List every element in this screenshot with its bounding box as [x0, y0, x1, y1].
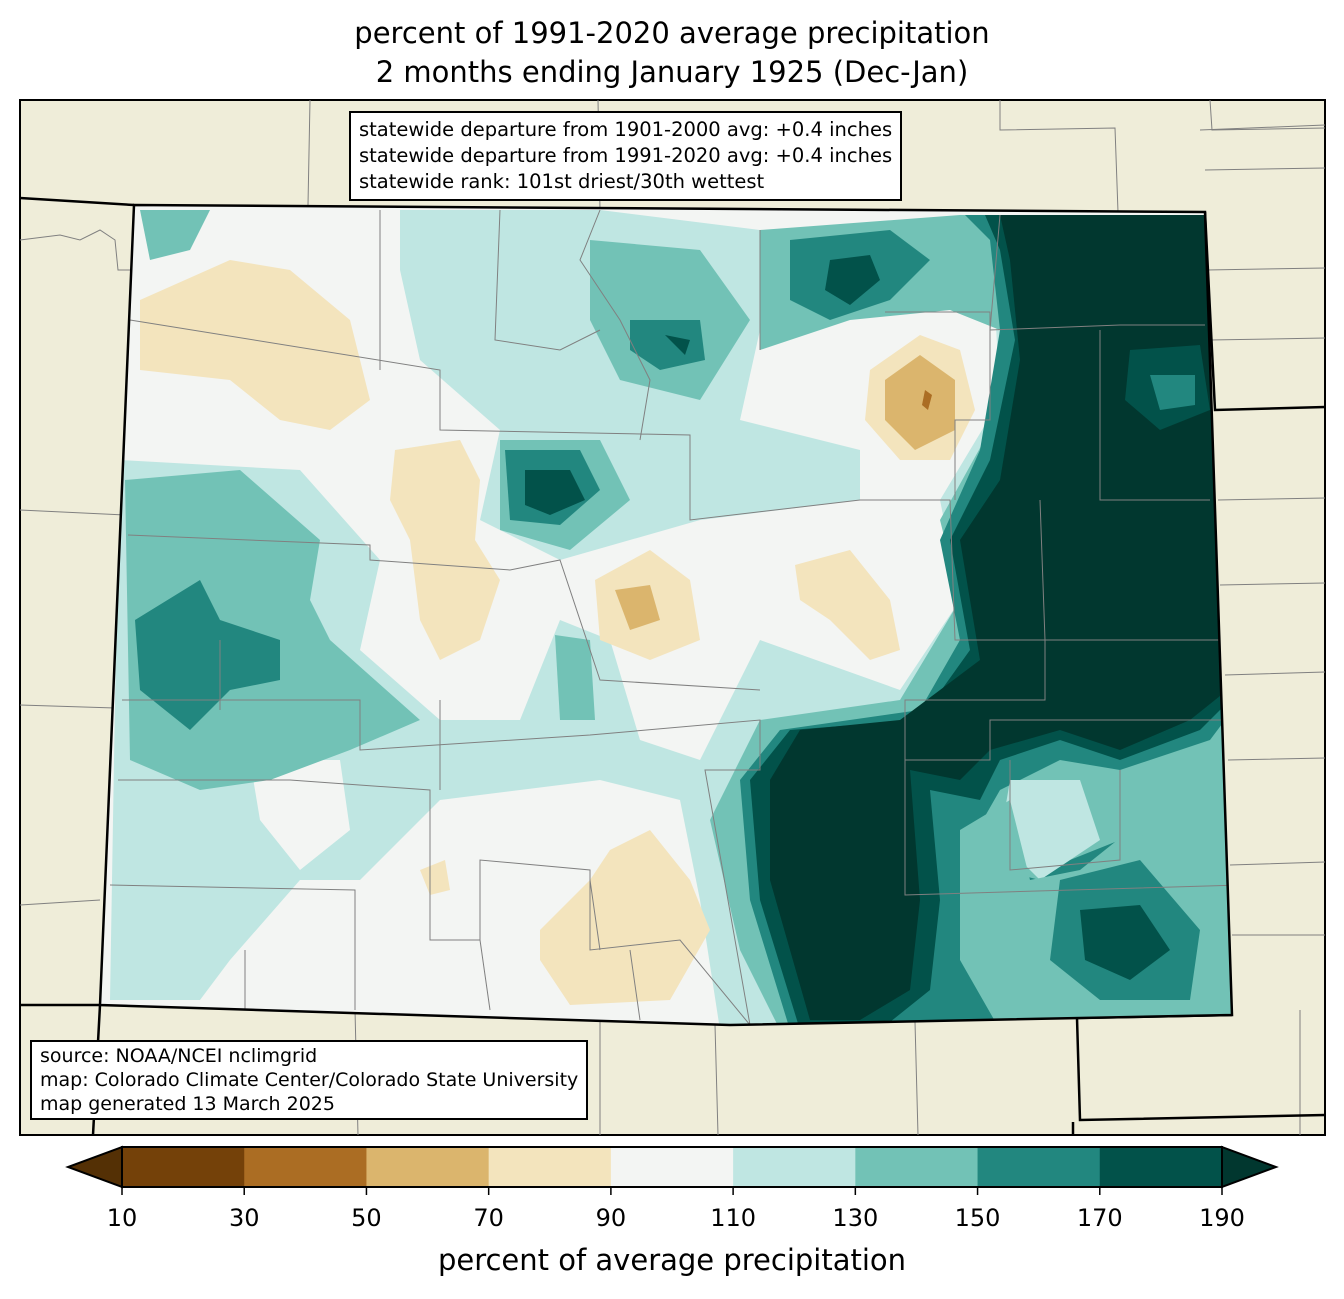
colorbar-tick-label: 30: [228, 1204, 260, 1232]
statewide-stats-box: statewide departure from 1901-2000 avg: …: [349, 111, 903, 201]
colorbar-over-triangle: [1221, 1145, 1279, 1189]
credits-box: source: NOAA/NCEI nclimgrid map: Colorad…: [30, 1040, 589, 1120]
colorbar-tick-label: 190: [1199, 1204, 1245, 1232]
colorbar-tick-label: 50: [351, 1204, 382, 1232]
colorbar-segment: [122, 1147, 245, 1187]
colorbar-under-triangle: [65, 1145, 123, 1189]
colorbar-segment: [610, 1147, 734, 1187]
colorbar-segment: [855, 1147, 979, 1187]
colorbar-segment: [733, 1147, 856, 1187]
credits-line-3: map generated 13 March 2025: [40, 1093, 335, 1115]
colorbar: [65, 1145, 1279, 1195]
colorbar-label: percent of average precipitation: [437, 1243, 907, 1277]
colorbar-tick-label: 170: [1076, 1204, 1123, 1232]
colorbar-tick-label: 130: [832, 1204, 879, 1232]
credits-line-1: source: NOAA/NCEI nclimgrid: [40, 1045, 318, 1067]
stats-line-2: statewide departure from 1991-2020 avg: …: [359, 144, 893, 167]
county-boundaries: [109, 209, 1232, 1025]
colorbar-segment: [977, 1147, 1101, 1187]
colorbar-segment: [244, 1147, 367, 1187]
stats-line-3: statewide rank: 101st driest/30th wettes…: [359, 170, 765, 193]
colorbar-segment: [488, 1147, 612, 1187]
colorbar-tick-label: 110: [710, 1204, 757, 1232]
map-title-line1: percent of 1991-2020 average precipitati…: [354, 16, 990, 50]
colorbar-segment: [1099, 1147, 1223, 1187]
colorbar-tick-label: 10: [106, 1204, 138, 1232]
precipitation-contours: [100, 205, 1232, 1025]
map-title-line2: 2 months ending January 1925 (Dec-Jan): [375, 55, 969, 89]
colorbar-segment: [366, 1147, 490, 1187]
colorado-border: [98, 203, 1234, 1027]
colorbar-tick-label: 70: [473, 1204, 504, 1232]
colorbar-tick-label: 150: [954, 1204, 1001, 1232]
colorbar-tick-label: 90: [595, 1204, 627, 1232]
credits-line-2: map: Colorado Climate Center/Colorado St…: [40, 1069, 579, 1091]
colorbar-outline: [121, 1146, 1223, 1188]
stats-line-1: statewide departure from 1901-2000 avg: …: [359, 118, 893, 141]
